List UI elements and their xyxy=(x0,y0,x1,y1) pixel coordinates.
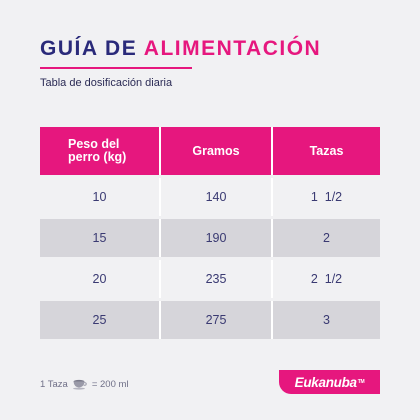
title-part-2: ALIMENTACIÓN xyxy=(143,37,322,60)
title-underline xyxy=(40,67,192,69)
cup-measure-note: 1 Taza = 200 ml xyxy=(40,378,129,390)
cell-grams: 235 xyxy=(160,260,273,298)
cell-grams: 190 xyxy=(160,219,273,257)
cell-cups: 1 1/2 xyxy=(272,178,380,216)
column-header-grams: Gramos xyxy=(160,127,273,175)
logo-text: Eukanuba xyxy=(294,374,357,390)
cup-label: 1 Taza xyxy=(40,378,68,390)
page-header: GUÍA DE ALIMENTACIÓN Tabla de dosificaci… xyxy=(40,36,321,89)
table-row: 20 235 2 1/2 xyxy=(40,260,380,298)
cell-weight: 25 xyxy=(40,301,161,339)
feeding-table: Peso del perro (kg) Gramos Tazas 10 140 … xyxy=(40,127,380,339)
cell-weight: 10 xyxy=(40,178,161,216)
cell-cups: 3 xyxy=(272,301,380,339)
cup-equivalence: = 200 ml xyxy=(91,378,129,390)
cell-weight: 15 xyxy=(40,219,161,257)
cell-cups: 2 xyxy=(272,219,380,257)
eukanuba-logo: Eukanuba TM xyxy=(279,370,380,394)
table-header-row: Peso del perro (kg) Gramos Tazas xyxy=(40,127,380,175)
page-subtitle: Tabla de dosificación diaria xyxy=(40,77,173,89)
title-part-1: GUÍA DE xyxy=(40,37,138,60)
table-row: 15 190 2 xyxy=(40,219,380,257)
column-header-weight: Peso del perro (kg) xyxy=(40,127,161,175)
table-row: 10 140 1 1/2 xyxy=(40,178,380,216)
cell-grams: 275 xyxy=(160,301,273,339)
trademark-mark: TM xyxy=(357,379,365,385)
column-header-cups: Tazas xyxy=(272,127,380,175)
page-title: GUÍA DE ALIMENTACIÓN xyxy=(40,36,321,62)
table-row: 25 275 3 xyxy=(40,301,380,339)
cell-cups: 2 1/2 xyxy=(272,260,380,298)
coffee-cup-icon xyxy=(72,378,88,390)
cell-grams: 140 xyxy=(160,178,273,216)
cell-weight: 20 xyxy=(40,260,161,298)
